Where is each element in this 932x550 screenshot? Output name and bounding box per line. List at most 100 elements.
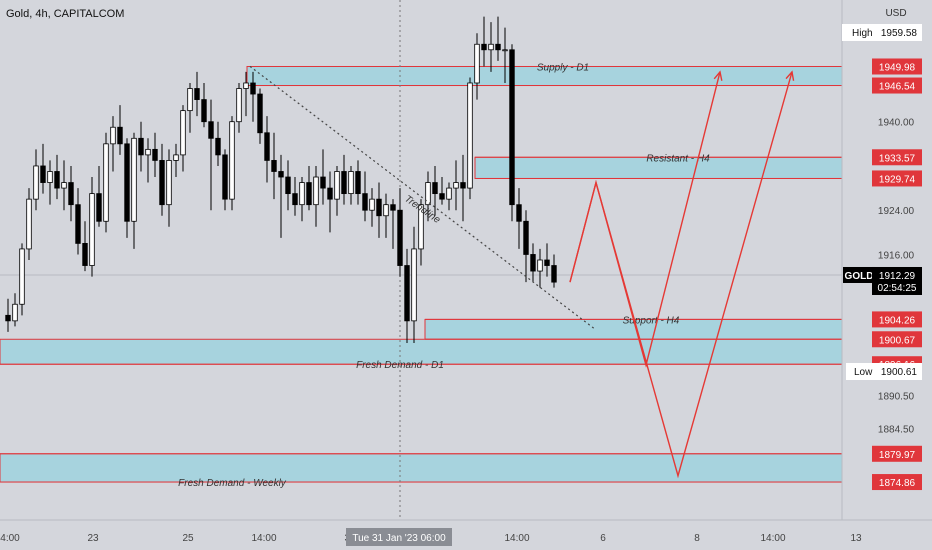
candle-body (446, 187, 452, 200)
candle-body (236, 88, 242, 123)
candle-body (453, 182, 459, 189)
candle-body (285, 176, 291, 195)
crosshair-time-bg (346, 528, 452, 546)
candle-body (145, 148, 151, 156)
high-value: 1959.58 (881, 28, 918, 39)
price-tag-bg (872, 149, 922, 166)
candle-body (488, 43, 494, 51)
candle-body (201, 99, 207, 123)
zone-label-2: Support - H4 (623, 315, 680, 326)
crosshair-time-label: Tue 31 Jan '23 06:00 (352, 533, 446, 544)
candle-body (355, 171, 361, 195)
zone-3 (0, 338, 843, 365)
candle-body (173, 154, 179, 161)
price-tag-bg (872, 331, 922, 348)
candle-body (341, 171, 347, 195)
price-tag-label: 1929.74 (879, 174, 916, 185)
price-tag-label: 1904.26 (879, 315, 916, 326)
candle-body (194, 88, 200, 100)
candle-body (299, 182, 305, 206)
candle-body (257, 93, 263, 134)
current-price: 1912.29 (879, 271, 916, 282)
candle-body (54, 171, 60, 189)
candle-body (320, 176, 326, 189)
candle-body (180, 110, 186, 156)
candle-body (166, 160, 172, 206)
zone-label-1: Resistant - H4 (646, 153, 710, 164)
x-tick-label: 14:00 (251, 533, 276, 544)
candle-body (537, 259, 543, 272)
zone-label-4: Fresh Demand - Weekly (178, 478, 287, 489)
zone-label-3: Fresh Demand - D1 (356, 360, 444, 371)
candle-body (264, 132, 270, 161)
candle-body (432, 182, 438, 195)
countdown: 02:54:25 (878, 283, 917, 294)
candle-body (544, 259, 550, 266)
price-tag-bg (872, 77, 922, 94)
y-tick-label: 1890.50 (878, 392, 915, 403)
low-badge-bg (846, 363, 922, 380)
candle-body (369, 198, 375, 211)
candle-body (418, 204, 424, 250)
candle-body (439, 193, 445, 200)
candle-body (551, 265, 557, 283)
trendline (249, 65, 596, 330)
price-tag-label: 1946.54 (879, 82, 916, 93)
candle-body (96, 193, 102, 222)
x-tick-label: 4:00 (0, 533, 20, 544)
candle-body (222, 154, 228, 200)
candle-body (117, 126, 123, 145)
candle-body (271, 160, 277, 172)
candle-body (131, 137, 137, 222)
price-tag-bg (872, 58, 922, 75)
price-tag-label: 1900.67 (879, 335, 916, 346)
price-tag-label: 1933.57 (879, 153, 916, 164)
candle-body (495, 43, 501, 51)
candle-body (390, 204, 396, 211)
x-tick-label: 13 (850, 533, 862, 544)
candle-body (250, 82, 256, 95)
projection-path-b (569, 71, 793, 479)
candle-body (425, 182, 431, 206)
x-tick-label: 25 (182, 533, 194, 544)
candle-body (334, 171, 340, 200)
candle-body (152, 148, 158, 161)
price-tag-bg (872, 311, 922, 328)
x-tick-label: 6 (600, 533, 606, 544)
candle-body (481, 43, 487, 51)
arrowhead-1 (785, 70, 795, 81)
price-tag-label: 1874.86 (879, 478, 916, 489)
x-tick-label: 8 (694, 533, 700, 544)
y-tick-label: 1884.50 (878, 425, 915, 436)
candle-body (26, 198, 32, 250)
candle-body (278, 171, 284, 178)
candle-body (89, 193, 95, 266)
candle-body (75, 204, 81, 244)
candle-body (327, 187, 333, 200)
candle-body (292, 193, 298, 206)
candle-body (502, 49, 508, 52)
candle-body (516, 204, 522, 222)
candle-body (530, 254, 536, 272)
candle-body (103, 143, 109, 222)
low-value: 1900.61 (881, 367, 918, 378)
candle-body (138, 137, 144, 156)
candle-body (348, 171, 354, 195)
candle-body (68, 182, 74, 206)
y-tick-label: 1940.00 (878, 118, 915, 129)
candle-body (397, 209, 403, 266)
candle-body (5, 314, 11, 322)
price-tag-label: 1879.97 (879, 450, 916, 461)
high-badge-bg (842, 24, 922, 41)
candle-body (509, 49, 515, 206)
price-tag-label: 1949.98 (879, 62, 916, 73)
candle-body (159, 160, 165, 206)
zone-4 (0, 453, 843, 483)
candle-body (19, 248, 25, 305)
x-tick-label: 14:00 (504, 533, 529, 544)
candle-body (313, 176, 319, 206)
currency-label: USD (885, 8, 906, 19)
price-tag-bg (872, 170, 922, 187)
